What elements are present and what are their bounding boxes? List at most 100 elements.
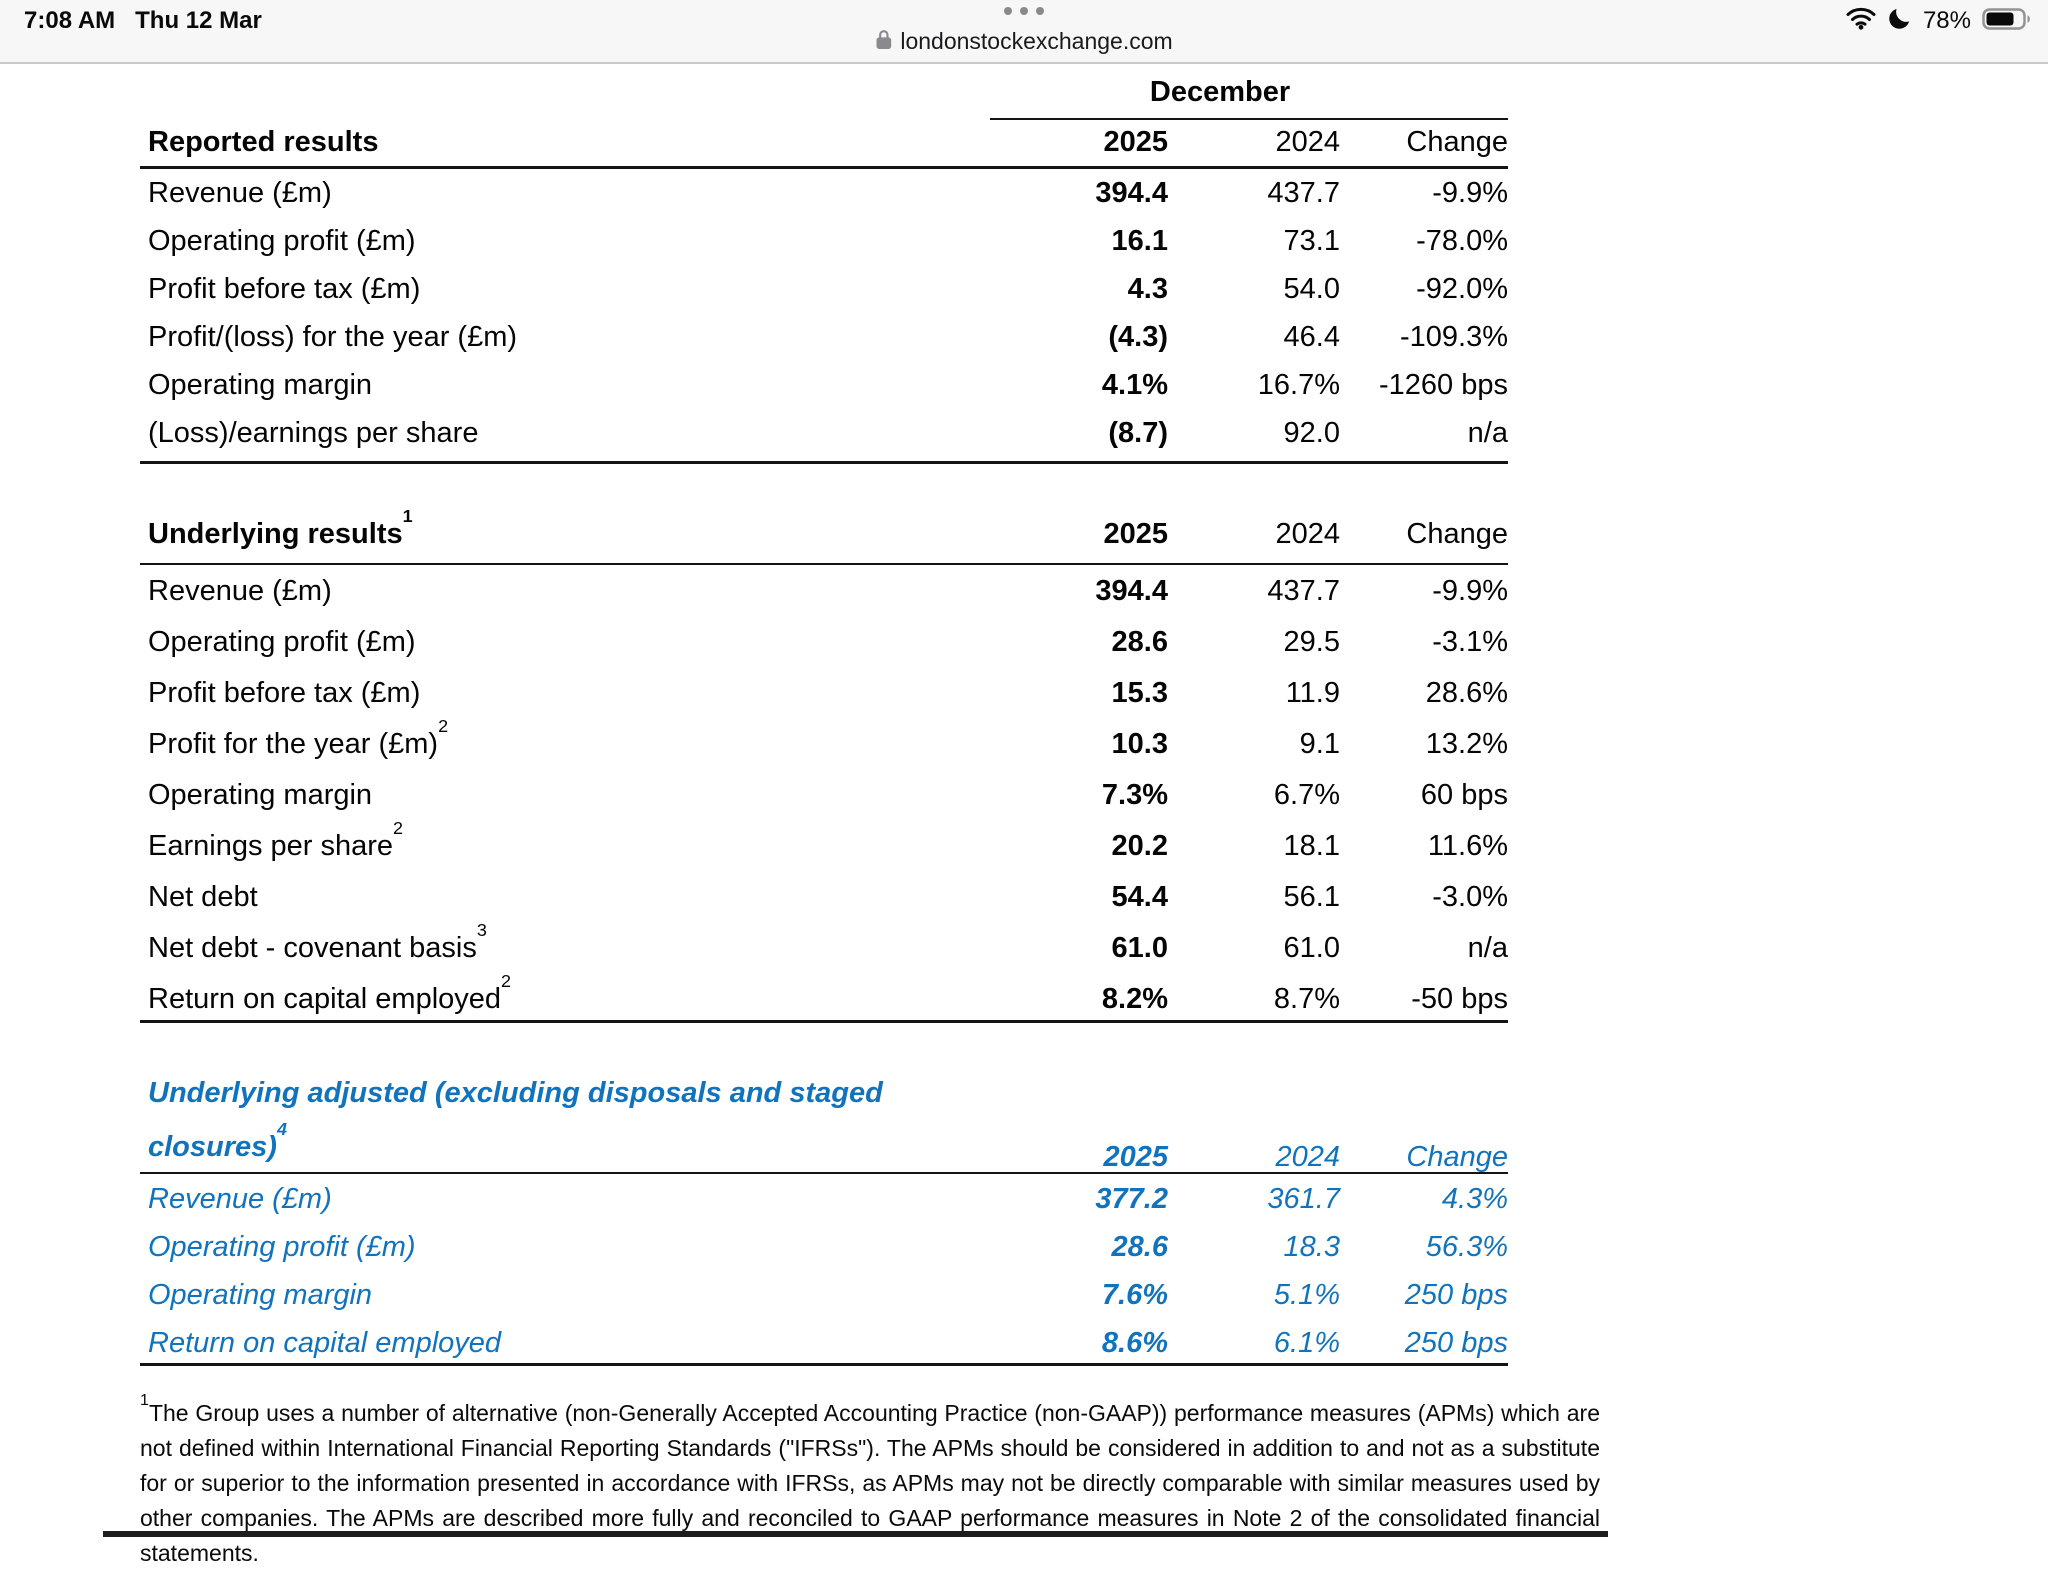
- row-label: Revenue (£m): [148, 1183, 332, 1216]
- value-change: 28.6%: [1425, 676, 1508, 709]
- value-2025: 4.3: [1127, 273, 1168, 306]
- row-label: Operating margin: [148, 369, 373, 402]
- table-title: Underlying results1: [148, 506, 413, 550]
- table-row: Profit for the year (£m)2 10.3 9.1 13.2%: [140, 716, 1508, 770]
- value-change: 56.3%: [1425, 1231, 1508, 1264]
- december-underline: [990, 118, 1508, 120]
- url-text: londonstockexchange.com: [900, 28, 1173, 54]
- value-change: 250 bps: [1404, 1327, 1508, 1360]
- col-header-change: Change: [1406, 126, 1508, 158]
- value-2024: 18.3: [1283, 1231, 1340, 1264]
- underlying-results-header: Underlying results1 2025 2024 Change: [140, 506, 1508, 551]
- row-label: Profit before tax (£m): [148, 273, 421, 306]
- value-2025: 28.6: [1111, 1231, 1168, 1264]
- table-row: Operating margin 7.6% 5.1% 250 bps: [140, 1272, 1508, 1320]
- table-row: Return on capital employed 8.6% 6.1% 250 bp…: [140, 1320, 1508, 1368]
- value-change: -3.1%: [1432, 625, 1508, 658]
- value-change: n/a: [1467, 417, 1508, 450]
- value-change: n/a: [1467, 931, 1508, 964]
- value-2024: 61.0: [1283, 931, 1340, 964]
- value-2025: 394.4: [1095, 177, 1168, 210]
- underlying-adjusted-header: Underlying adjusted (excluding disposals…: [140, 1066, 1508, 1173]
- value-2025: 8.6%: [1101, 1327, 1168, 1360]
- table-row: Earnings per share2 20.2 18.1 11.6%: [140, 818, 1508, 872]
- ellipsis-icon[interactable]: [1004, 7, 1044, 15]
- value-2025: 15.3: [1111, 676, 1168, 709]
- value-2024: 56.1: [1283, 880, 1340, 913]
- value-change: 250 bps: [1404, 1279, 1508, 1312]
- value-2025: 61.0: [1111, 931, 1168, 964]
- col-header-2024: 2024: [1275, 518, 1340, 550]
- status-date: Thu 12 Mar: [135, 7, 262, 34]
- value-2024: 437.7: [1267, 574, 1340, 607]
- col-header-change: Change: [1406, 518, 1508, 550]
- underlying-results-rows: Revenue (£m) 394.4 437.7 -9.9% Operating pro…: [140, 566, 1508, 1025]
- value-2025: 7.6%: [1101, 1279, 1168, 1312]
- reported-results-rows: Revenue (£m) 394.4 437.7 -9.9% Operating pro…: [140, 170, 1508, 458]
- table-row: Net debt - covenant basis3 61.0 61.0 n/a: [140, 920, 1508, 974]
- col-header-change: Change: [1406, 1141, 1508, 1173]
- status-time-date: 7:08 AM Thu 12 Mar: [24, 7, 262, 35]
- value-2025: 20.2: [1111, 829, 1168, 862]
- row-label: Profit for the year (£m)2: [148, 716, 449, 760]
- row-label: Revenue (£m): [148, 574, 332, 607]
- value-2024: 92.0: [1283, 417, 1340, 450]
- rule: [140, 461, 1508, 464]
- table-row: Profit before tax (£m) 15.3 11.9 28.6%: [140, 668, 1508, 719]
- row-label: Operating profit (£m): [148, 625, 416, 658]
- value-change: -3.0%: [1432, 880, 1508, 913]
- value-2024: 18.1: [1283, 829, 1340, 862]
- rule: [140, 563, 1508, 565]
- value-2024: 9.1: [1299, 727, 1340, 760]
- col-header-2025: 2025: [1103, 518, 1168, 550]
- table-row: Operating margin 4.1% 16.7% -1260 bps: [140, 362, 1508, 410]
- value-2025: (4.3): [1108, 321, 1168, 354]
- address-bar[interactable]: londonstockexchange.com: [875, 28, 1173, 55]
- col-header-2025: 2025: [1103, 126, 1168, 158]
- table-row: Return on capital employed2 8.2% 8.7% -50 b…: [140, 971, 1508, 1025]
- table-row: Revenue (£m) 377.2 361.7 4.3%: [140, 1176, 1508, 1224]
- value-change: -1260 bps: [1379, 369, 1508, 402]
- value-2025: 394.4: [1095, 574, 1168, 607]
- battery-percent: 78%: [1922, 7, 1971, 34]
- row-label: Profit before tax (£m): [148, 676, 421, 709]
- row-label: Operating margin: [148, 778, 373, 811]
- value-2025: 4.1%: [1101, 369, 1168, 402]
- value-2025: 54.4: [1111, 880, 1168, 913]
- table-row: Profit/(loss) for the year (£m) (4.3) 46.4…: [140, 314, 1508, 362]
- lock-icon: [875, 28, 892, 55]
- value-2025: 7.3%: [1101, 778, 1168, 811]
- table-title: Underlying adjusted (excluding disposals…: [148, 1077, 883, 1163]
- value-2025: 10.3: [1111, 727, 1168, 760]
- rule: [140, 1363, 1508, 1366]
- row-label: Earnings per share2: [148, 818, 404, 862]
- table-row: Operating profit (£m) 28.6 18.3 56.3%: [140, 1224, 1508, 1272]
- table-row: Net debt 54.4 56.1 -3.0%: [140, 872, 1508, 923]
- value-2024: 437.7: [1267, 177, 1340, 210]
- value-change: 4.3%: [1441, 1183, 1508, 1216]
- rule: [140, 1020, 1508, 1023]
- footnote-apm: 1The Group uses a number of alternative …: [140, 1391, 1600, 1566]
- col-header-2025: 2025: [1103, 1141, 1168, 1173]
- table-row: Profit before tax (£m) 4.3 54.0 -92.0%: [140, 266, 1508, 314]
- rule: [140, 166, 1508, 169]
- underlying-adjusted-rows: Revenue (£m) 377.2 361.7 4.3% Operating prof…: [140, 1176, 1508, 1368]
- status-icons: 78%: [1846, 6, 2032, 36]
- row-label: Net debt - covenant basis3: [148, 920, 487, 964]
- row-label: Operating profit (£m): [148, 225, 416, 258]
- value-2024: 11.9: [1285, 676, 1340, 709]
- value-2024: 73.1: [1283, 225, 1340, 258]
- value-change: 11.6%: [1427, 829, 1508, 862]
- table-row: Revenue (£m) 394.4 437.7 -9.9%: [140, 170, 1508, 218]
- row-label: Return on capital employed: [148, 1327, 502, 1360]
- table-title: Reported results: [148, 126, 379, 158]
- value-change: -78.0%: [1416, 225, 1508, 258]
- value-2024: 6.7%: [1273, 778, 1340, 811]
- col-header-2024: 2024: [1275, 126, 1340, 158]
- value-2024: 16.7%: [1257, 369, 1340, 402]
- row-label: Return on capital employed2: [148, 971, 512, 1015]
- rule: [103, 1531, 1608, 1537]
- value-2024: 5.1%: [1273, 1279, 1340, 1312]
- value-2024: 54.0: [1283, 273, 1340, 306]
- rule: [140, 1172, 1508, 1174]
